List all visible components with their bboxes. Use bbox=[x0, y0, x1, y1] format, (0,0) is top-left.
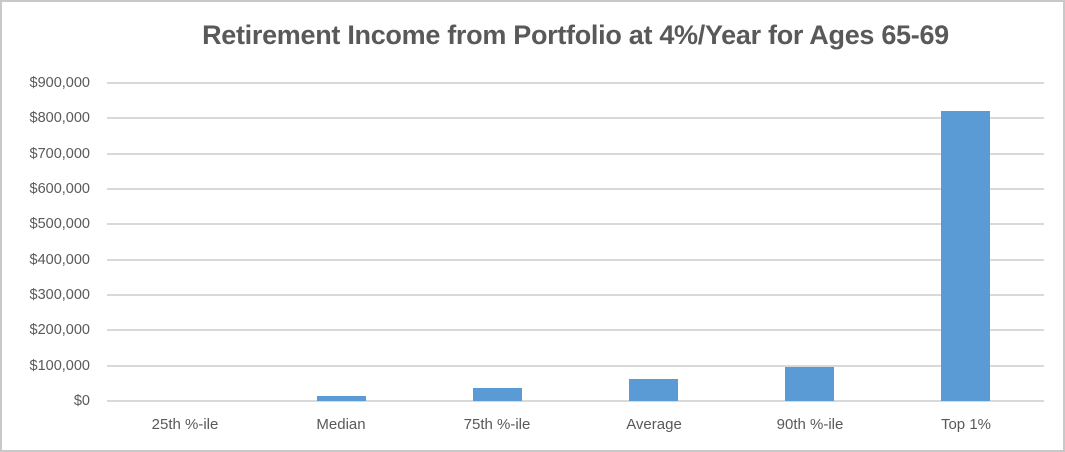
gridline bbox=[107, 223, 1044, 226]
x-axis-category-label: Average bbox=[626, 416, 682, 433]
chart-bar bbox=[473, 388, 522, 401]
x-axis-category-label: 25th %-ile bbox=[151, 416, 219, 433]
x-axis: 25th %-ile Median 75th %-ile Average 90th %-… bbox=[107, 414, 1044, 438]
gridline bbox=[107, 152, 1044, 155]
x-axis-category-label: Top 1% bbox=[940, 416, 992, 433]
gridline bbox=[107, 329, 1044, 332]
chart-bar bbox=[785, 367, 834, 401]
y-axis-tick-label: $100,000 bbox=[29, 357, 90, 374]
gridline bbox=[107, 294, 1044, 296]
plot-area bbox=[107, 82, 1044, 402]
gridline bbox=[107, 258, 1044, 261]
y-axis-tick-label: $900,000 bbox=[29, 75, 90, 91]
chart-bar bbox=[629, 379, 678, 401]
x-axis-category-label: 75th %-ile bbox=[463, 416, 531, 433]
chart-title: Retirement Income from Portfolio at 4%/Y… bbox=[202, 20, 949, 50]
gridline bbox=[107, 400, 1044, 402]
gridline bbox=[107, 188, 1044, 190]
y-axis-tick-label: $300,000 bbox=[29, 287, 90, 303]
y-axis-tick-label: $500,000 bbox=[29, 216, 90, 233]
y-axis-tick-label: $200,000 bbox=[29, 322, 90, 339]
y-axis-tick-label: $800,000 bbox=[29, 110, 90, 127]
y-axis-tick-label: $400,000 bbox=[29, 251, 90, 268]
y-axis-tick-label: $700,000 bbox=[29, 145, 90, 162]
gridline bbox=[107, 364, 1044, 367]
chart-bar bbox=[941, 111, 990, 401]
y-axis-tick-label: $0 bbox=[73, 393, 90, 409]
gridline bbox=[107, 117, 1044, 120]
x-axis-category-label: Median bbox=[316, 416, 366, 433]
gridline bbox=[107, 82, 1044, 84]
x-axis-category-label: 90th %-ile bbox=[776, 416, 844, 433]
y-axis-tick-label: $600,000 bbox=[29, 181, 90, 197]
y-axis: $0 $100,000 $200,000 $300,000 $400,000 $500,0… bbox=[2, 75, 90, 409]
chart-bar bbox=[317, 396, 366, 401]
